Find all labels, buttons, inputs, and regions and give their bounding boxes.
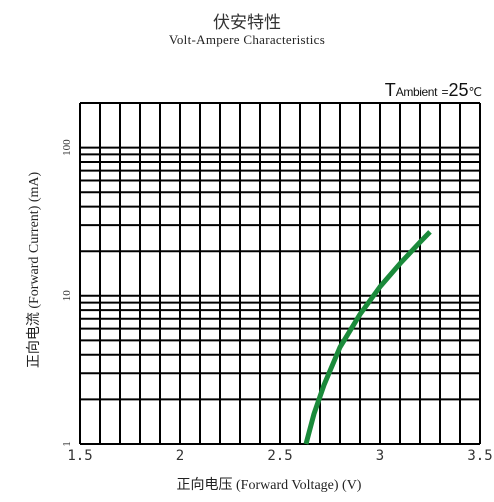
- y-tick-label: 100: [61, 139, 73, 156]
- x-tick-label: 2: [176, 448, 184, 464]
- x-tick-label: 3.5: [467, 448, 492, 464]
- chart-grid: [79, 102, 481, 445]
- condition-symbol: T: [384, 80, 396, 100]
- y-tick-labels: 1 10 100: [61, 139, 73, 447]
- x-tick-label: 1.5: [67, 448, 92, 464]
- chart-title: 伏安特性: [213, 13, 281, 33]
- condition-unit: ℃: [468, 85, 482, 99]
- chart-subtitle: Volt-Ampere Characteristics: [168, 32, 326, 47]
- x-axis-label: 正向电压 (Forward Voltage) (V): [177, 477, 362, 493]
- condition-subscript: Ambient: [395, 85, 438, 99]
- y-axis-label: 正向电流 (Forward Current) (mA): [26, 171, 42, 368]
- condition-equals: =: [441, 85, 449, 99]
- series-layer: [303, 230, 432, 445]
- y-tick-label: 10: [61, 290, 73, 302]
- x-tick-label: 2.5: [267, 448, 292, 464]
- condition-value: 25: [448, 80, 469, 100]
- ambient-condition: TAmbient =25℃: [385, 80, 482, 101]
- x-tick-labels: 1.5 2 2.5 3 3.5: [67, 448, 492, 464]
- x-tick-label: 3: [376, 448, 384, 464]
- y-tick-label: 1: [61, 441, 73, 447]
- forward-current-curve: [303, 230, 432, 445]
